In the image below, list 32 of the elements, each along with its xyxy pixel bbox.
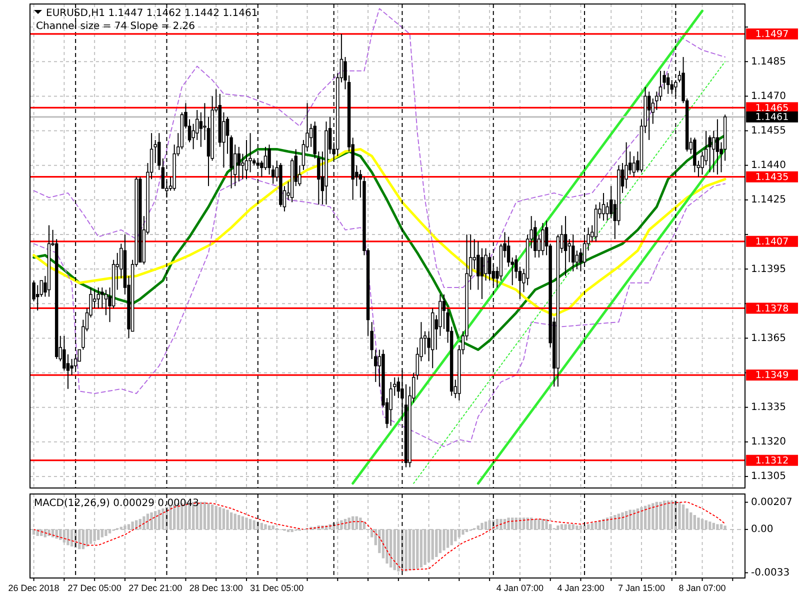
ref-line-label: 1.1465 (755, 102, 789, 114)
y-tick-label: 1.1320 (751, 436, 786, 448)
chart-title: EURUSD,H1 1.1447 1.1462 1.1442 1.1461 (46, 8, 258, 19)
y-tick-label: 1.1365 (751, 332, 786, 344)
x-tick-label: 4 Jan 07:00 (496, 583, 544, 593)
x-tick-label: 28 Dec 13:00 (189, 583, 243, 593)
x-tick-label: 27 Dec 21:00 (128, 583, 182, 593)
ref-line-label: 1.1349 (755, 370, 789, 382)
ref-line-label: 1.1312 (755, 455, 789, 466)
x-tick-label: 27 Dec 05:00 (68, 583, 122, 593)
x-tick-label: 31 Dec 05:00 (250, 583, 304, 593)
y-tick-label: 1.1395 (751, 264, 786, 275)
y-tick-label: 0.00207 (751, 497, 792, 508)
y-tick-label: 1.1455 (751, 125, 786, 136)
y-tick-label: 1.1305 (751, 471, 786, 482)
ref-line-label: 1.1407 (755, 236, 789, 248)
ref-line-label: 1.1461 (755, 112, 789, 124)
x-tick-label: 8 Jan 07:00 (678, 583, 726, 593)
ref-line-label: 1.1435 (755, 172, 789, 183)
y-tick-label: 1.1335 (751, 402, 786, 414)
ref-line-label: 1.1378 (755, 303, 789, 314)
y-tick-label: 1.1470 (751, 90, 786, 102)
y-tick-label: 1.1425 (751, 194, 786, 206)
y-tick-label: 1.1440 (751, 160, 786, 172)
ref-line-label: 1.1497 (755, 29, 789, 40)
x-tick-label: 7 Jan 15:00 (618, 583, 666, 593)
y-tick-label: 1.1485 (751, 56, 786, 68)
text: Channel size = 74 Slope = 2.26 (36, 21, 196, 32)
x-tick-label: 26 Dec 2018 (8, 583, 60, 593)
x-tick-label: 4 Jan 23:00 (557, 583, 604, 593)
y-tick-label: 0.00 (751, 524, 774, 536)
y-tick-label: -0.0033 (751, 567, 790, 578)
